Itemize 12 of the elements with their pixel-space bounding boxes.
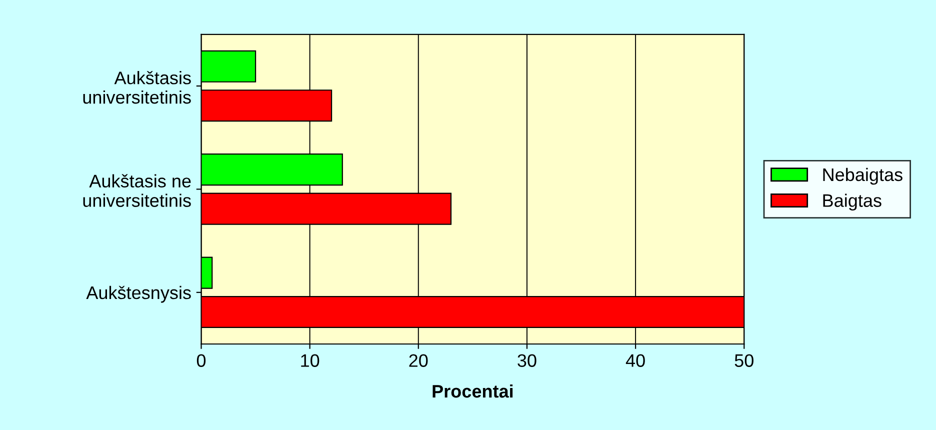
x-tick-label: 10 xyxy=(301,354,320,367)
x-tick-label: 50 xyxy=(734,354,754,367)
x-tick-label: 40 xyxy=(626,354,645,367)
y-tick-label: Aukštesnysis xyxy=(86,286,191,303)
x-tick-label: 20 xyxy=(409,354,428,367)
y-tick-label: Aukštasis universitetinis xyxy=(83,70,191,104)
legend-label: Baigtas xyxy=(823,194,882,211)
x-tick-label: 0 xyxy=(196,354,206,367)
x-axis-title: Procentai xyxy=(432,384,513,398)
legend-label: Nebaigtas xyxy=(823,168,902,185)
x-tick-label: 30 xyxy=(518,354,536,367)
y-tick-label: Aukštasis ne universitetinis xyxy=(83,174,191,207)
